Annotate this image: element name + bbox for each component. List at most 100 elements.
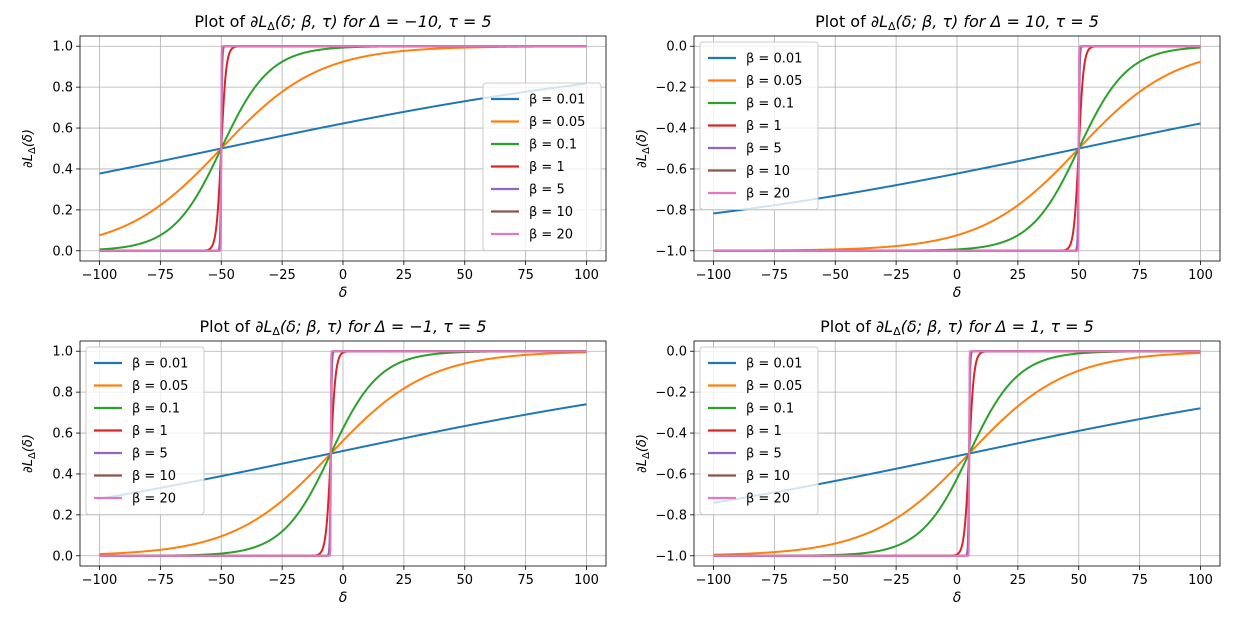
title-params: Δ = 10, τ = 5 bbox=[988, 12, 1098, 31]
y-label-head: ∂L bbox=[21, 154, 36, 168]
y-axis-label: ∂LΔ(δ) bbox=[635, 129, 652, 168]
legend-label: β = 0.01 bbox=[746, 52, 802, 67]
x-tick-label: 75 bbox=[517, 268, 534, 283]
x-tick-label: −100 bbox=[696, 268, 732, 283]
subplot-4: −100 −75 −50 −25 0 25 50 75 100 −1.0 −0.8 −0.6 −0.4 −… bbox=[635, 317, 1221, 606]
x-tick-label: 25 bbox=[396, 268, 413, 283]
y-tick-label: 0.0 bbox=[52, 244, 73, 259]
y-tick-label: −0.4 bbox=[655, 122, 687, 137]
title-fn-head: ∂L bbox=[876, 317, 893, 336]
series-group bbox=[98, 350, 588, 557]
x-tick-label: −75 bbox=[761, 573, 788, 588]
x-tick-label: 25 bbox=[396, 573, 413, 588]
legend: β = 0.01 β = 0.05 β = 0.1 β = 1 β = 5 β = 10 β… bbox=[85, 346, 205, 515]
legend: β = 0.01 β = 0.05 β = 0.1 β = 1 β = 5 β = 10 β… bbox=[699, 346, 819, 515]
x-tick-label: −25 bbox=[882, 268, 909, 283]
legend-label: β = 1 bbox=[132, 424, 168, 439]
legend-label: β = 0.1 bbox=[746, 402, 794, 417]
legend-label: β = 10 bbox=[746, 469, 790, 484]
series-line-7 bbox=[712, 350, 1202, 557]
legend: β = 0.01 β = 0.05 β = 0.1 β = 1 β = 5 β = 10 β… bbox=[699, 41, 819, 210]
legend-box bbox=[85, 346, 205, 515]
y-label-subscript: Δ bbox=[27, 147, 38, 154]
y-label-args: (δ) bbox=[635, 434, 650, 452]
x-tick-label: −100 bbox=[696, 573, 732, 588]
y-tick-label: 0.6 bbox=[52, 427, 73, 442]
x-tick-label: 50 bbox=[456, 573, 473, 588]
y-tick-label: 0.0 bbox=[52, 549, 73, 564]
title-prefix: Plot of bbox=[815, 12, 871, 31]
x-tick-label: −25 bbox=[268, 573, 295, 588]
y-label-args: (δ) bbox=[21, 434, 36, 452]
title-prefix: Plot of bbox=[194, 12, 250, 31]
title-fn-subscript: Δ bbox=[272, 325, 280, 338]
legend-box bbox=[699, 41, 819, 210]
y-tick-label: −0.2 bbox=[655, 386, 687, 401]
x-tick-label: 50 bbox=[1070, 573, 1087, 588]
y-label-args: (δ) bbox=[635, 129, 650, 147]
subplot-title: Plot of ∂LΔ(δ; β, τ) for Δ = −1, τ = 5 bbox=[199, 317, 486, 338]
title-fn-head: ∂L bbox=[871, 12, 888, 31]
x-tick-label: 25 bbox=[1010, 573, 1027, 588]
legend-label: β = 0.05 bbox=[132, 379, 188, 394]
x-tick-label: −50 bbox=[208, 268, 235, 283]
legend-box bbox=[699, 346, 819, 515]
x-tick-label: 75 bbox=[1131, 268, 1148, 283]
y-tick-label: 0.0 bbox=[666, 345, 687, 360]
legend-label: β = 1 bbox=[746, 119, 782, 134]
legend-label: β = 20 bbox=[529, 228, 573, 243]
x-tick-label: −50 bbox=[822, 573, 849, 588]
x-tick-label: −75 bbox=[147, 268, 174, 283]
legend-label: β = 1 bbox=[529, 160, 565, 175]
title-fn-head: ∂L bbox=[255, 317, 272, 336]
legend-label: β = 20 bbox=[746, 187, 790, 202]
title-for-word: for bbox=[343, 317, 375, 336]
legend-label: β = 0.1 bbox=[132, 402, 180, 417]
y-tick-label: 0.0 bbox=[666, 40, 687, 55]
legend-label: β = 0.01 bbox=[132, 357, 188, 372]
legend-label: β = 20 bbox=[132, 492, 176, 507]
title-fn-subscript: Δ bbox=[893, 325, 901, 338]
y-tick-label: −0.6 bbox=[655, 162, 687, 177]
series-line-2 bbox=[98, 351, 588, 556]
y-axis-label: ∂LΔ(δ) bbox=[635, 434, 652, 473]
x-tick-label: −25 bbox=[882, 573, 909, 588]
x-tick-label: −100 bbox=[82, 573, 118, 588]
title-for-word: for bbox=[958, 12, 990, 31]
y-tick-label: 1.0 bbox=[52, 345, 73, 360]
y-tick-label: 0.4 bbox=[52, 162, 73, 177]
subplot-1: −100 −75 −50 −25 0 25 50 75 100 0.0 0.2 0.4 0.6 0.8 1.… bbox=[21, 12, 607, 301]
subplot-title: Plot of ∂LΔ(δ; β, τ) for Δ = 10, τ = 5 bbox=[815, 12, 1099, 33]
y-label-subscript: Δ bbox=[641, 147, 652, 154]
title-for-word: for bbox=[338, 12, 370, 31]
subplot-3: −100 −75 −50 −25 0 25 50 75 100 0.0 0.2 0.4 0.6 0.8 1.… bbox=[21, 317, 607, 606]
y-tick-label: −1.0 bbox=[655, 549, 687, 564]
series-line-7 bbox=[98, 45, 588, 252]
x-axis-label: δ bbox=[953, 590, 962, 606]
legend-label: β = 10 bbox=[746, 164, 790, 179]
title-prefix: Plot of bbox=[199, 317, 255, 336]
y-tick-label: 1.0 bbox=[52, 40, 73, 55]
title-params: Δ = −1, τ = 5 bbox=[373, 317, 487, 336]
legend-label: β = 5 bbox=[746, 142, 782, 157]
x-tick-label: 50 bbox=[456, 268, 473, 283]
y-label-subscript: Δ bbox=[641, 452, 652, 459]
legend-label: β = 5 bbox=[132, 447, 168, 462]
legend-label: β = 0.1 bbox=[746, 97, 794, 112]
legend-label: β = 0.01 bbox=[529, 93, 585, 108]
x-tick-label: 75 bbox=[517, 573, 534, 588]
x-tick-label: −50 bbox=[208, 573, 235, 588]
x-axis-label: δ bbox=[953, 285, 962, 301]
subplot-title: Plot of ∂LΔ(δ; β, τ) for Δ = −10, τ = 5 bbox=[194, 12, 491, 33]
series-line-7 bbox=[712, 45, 1202, 252]
legend-box bbox=[482, 82, 602, 251]
subplot-title: Plot of ∂LΔ(δ; β, τ) for Δ = 1, τ = 5 bbox=[820, 317, 1094, 338]
legend: β = 0.01 β = 0.05 β = 0.1 β = 1 β = 5 β = 10 β… bbox=[482, 82, 602, 251]
title-fn-args: (δ; β, τ) bbox=[896, 12, 959, 31]
x-tick-label: −50 bbox=[822, 268, 849, 283]
x-tick-label: −75 bbox=[761, 268, 788, 283]
y-tick-label: −0.6 bbox=[655, 467, 687, 482]
x-tick-label: 100 bbox=[574, 573, 599, 588]
legend-label: β = 0.05 bbox=[746, 74, 802, 89]
